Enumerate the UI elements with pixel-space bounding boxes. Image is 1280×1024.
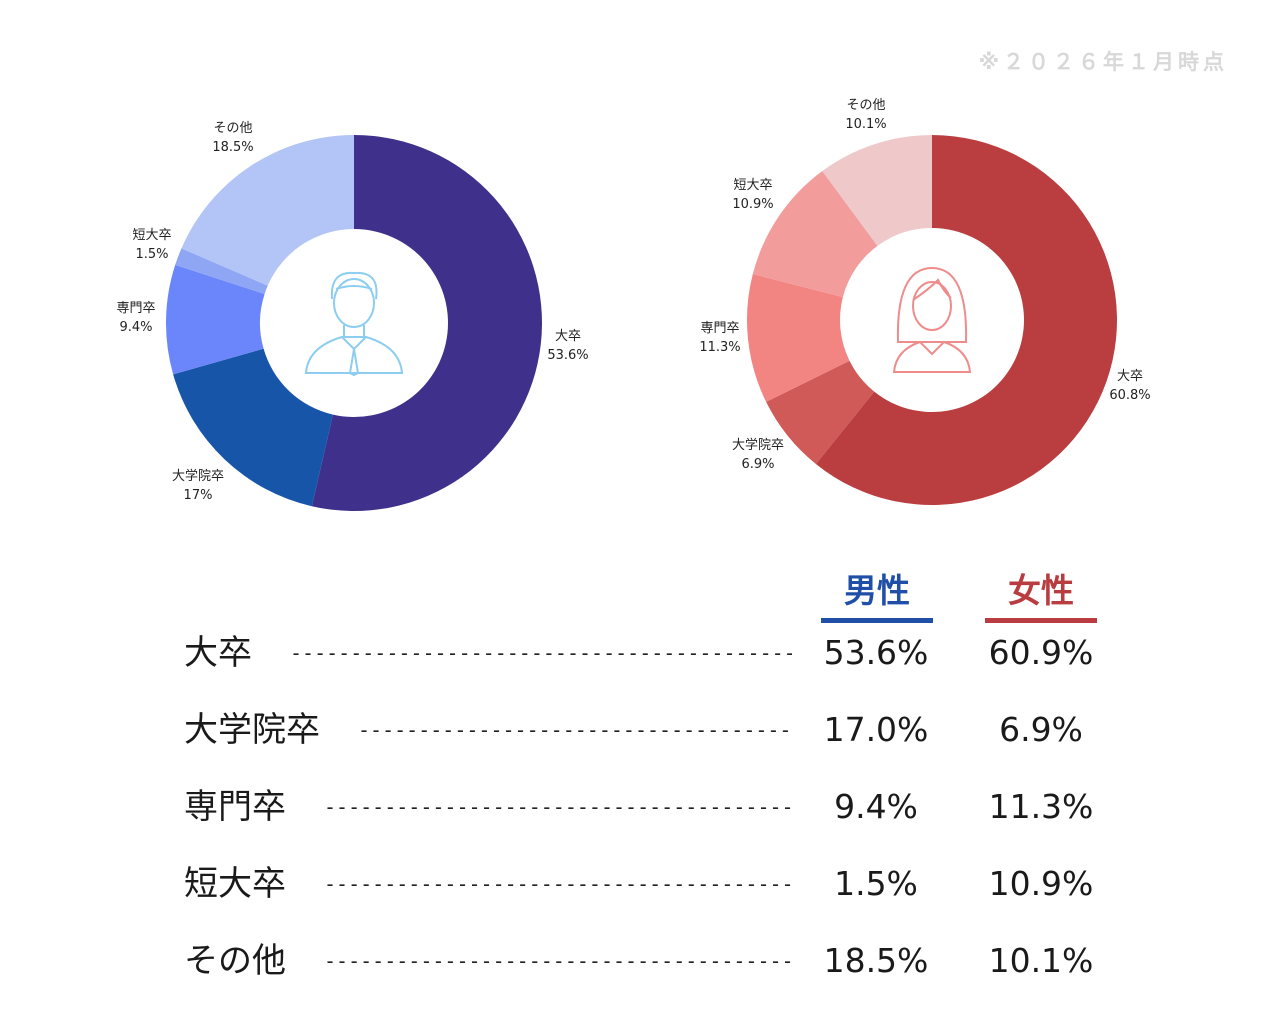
slice-label-value: 9.4% [119,320,152,335]
slice-label-value: 18.5% [212,140,253,155]
slice-label-name: その他 [213,121,252,136]
female-donut-chart: 大卒 60.8% 大学院卒 6.9% 専門卒 11.3% 短大卒 10.9% その他 10.1% [699,98,1151,505]
slice-label-name: 専門卒 [700,321,739,336]
donut-slice-female-1 [766,360,875,465]
donut-slice-female-4 [822,135,932,246]
row-label: 専門卒 [184,787,286,827]
male-value: 1.5% [834,864,918,903]
male-value: 18.5% [823,941,929,980]
slice-label-value: 6.9% [741,457,774,472]
male-person-icon [304,271,404,377]
table-row: 短大卒 -------------------------------------… [184,859,1104,909]
donut-slice-male-3 [175,248,268,294]
row-leader-dashes: ----------------------------------------… [358,718,792,742]
female-person-icon [892,266,972,373]
slice-label-value: 11.3% [699,340,740,355]
donut-slice-male-1 [173,348,333,507]
row-leader-dashes: ----------------------------------------… [324,795,792,819]
male-header-underline [821,618,933,623]
slice-label-value: 1.5% [135,247,168,262]
slice-label-name: 大卒 [555,329,581,344]
donut-slice-male-0 [311,135,542,512]
row-label: 大卒 [184,633,252,673]
slice-label-value: 10.1% [845,117,886,132]
female-value: 6.9% [999,710,1083,749]
male-value: 53.6% [823,633,929,672]
row-leader-dashes: ----------------------------------------… [290,641,792,665]
female-column-header: 女性 [1008,571,1074,610]
male-value: 17.0% [823,710,929,749]
female-value: 10.1% [988,941,1094,980]
donut-slice-male-4 [181,135,354,286]
slice-label-value: 53.6% [547,348,588,363]
table-row: 大学院卒 ------------------------------------… [184,705,1104,755]
row-leader-dashes: ----------------------------------------… [324,872,792,896]
row-label: 大学院卒 [184,710,320,750]
male-value: 9.4% [834,787,918,826]
row-label: 短大卒 [184,864,286,904]
row-label: その他 [184,941,286,981]
donut-slice-male-2 [165,264,265,375]
slice-label-name: 専門卒 [116,301,155,316]
donut-slice-female-3 [752,171,878,298]
date-note: ※２０２６年１月時点 [978,50,1228,74]
female-value: 60.9% [988,633,1094,672]
male-donut-chart: 大卒 53.6% 大学院卒 17% 専門卒 9.4% 短大卒 1.5% その他 18.5% [116,121,589,512]
slice-label-name: 大学院卒 [172,468,224,484]
table-row: 大卒 --------------------------------------… [184,628,1104,678]
slice-label-name: 短大卒 [733,178,772,193]
slice-label-name: 大卒 [1117,369,1143,384]
female-value: 11.3% [988,787,1094,826]
female-value: 10.9% [988,864,1094,903]
slice-label-name: 短大卒 [132,228,171,243]
table-row: その他 -------------------------------------… [184,936,1104,986]
slice-label-name: その他 [846,98,885,113]
male-column-header: 男性 [844,571,910,610]
female-header-underline [985,618,1097,623]
donut-slice-female-0 [815,135,1118,505]
table-row: 専門卒 -------------------------------------… [184,782,1104,832]
slice-label-name: 大学院卒 [732,437,784,453]
donut-slice-female-2 [746,273,850,402]
slice-label-value: 60.8% [1109,388,1150,403]
slice-label-value: 17% [184,488,213,503]
row-leader-dashes: ----------------------------------------… [324,949,792,973]
slice-label-value: 10.9% [732,197,773,212]
